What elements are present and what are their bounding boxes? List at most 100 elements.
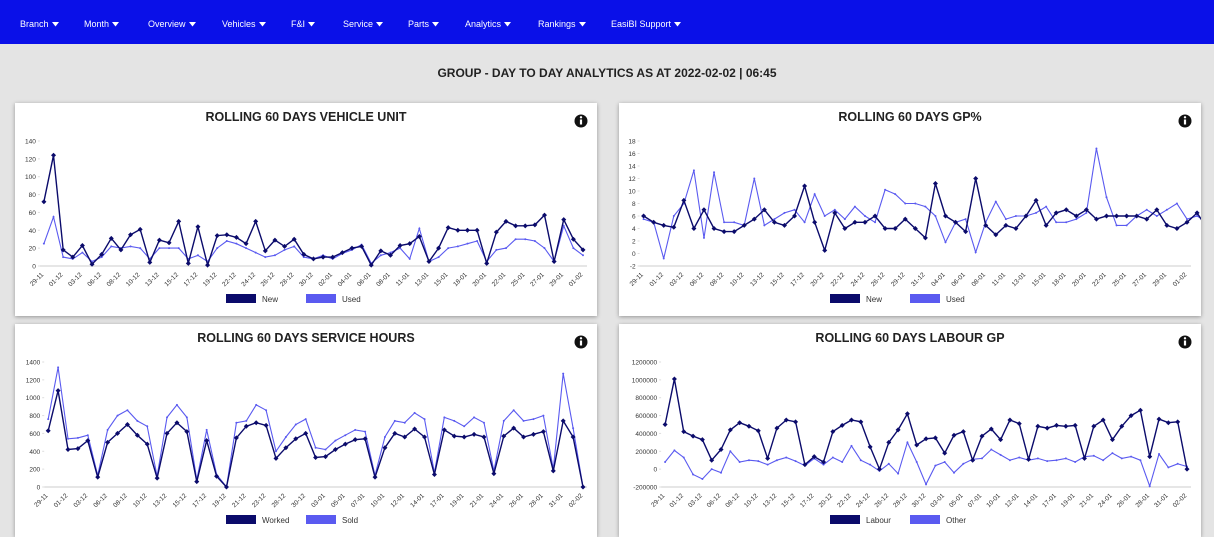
point <box>1184 219 1190 225</box>
point <box>304 418 307 421</box>
x-tick-label: 23-12 <box>251 492 268 509</box>
point <box>243 241 249 247</box>
point <box>731 229 737 235</box>
x-tick-label: 19-12 <box>211 492 228 509</box>
nav-item[interactable]: Branch <box>20 19 59 29</box>
point <box>255 403 258 406</box>
point <box>872 213 878 219</box>
point <box>692 169 695 172</box>
point <box>751 216 757 222</box>
point <box>126 409 129 412</box>
point <box>413 411 416 414</box>
x-tick-label: 15-12 <box>780 492 797 509</box>
point <box>821 459 827 465</box>
point <box>852 219 858 225</box>
point <box>282 243 288 249</box>
point <box>471 431 477 437</box>
point <box>1093 216 1099 222</box>
point <box>869 463 872 466</box>
legend: Labour Other <box>830 515 966 525</box>
y-tick-label: 120 <box>25 156 36 163</box>
legend-label: Other <box>946 516 966 525</box>
point <box>934 215 937 217</box>
point <box>294 423 297 426</box>
point <box>701 477 704 480</box>
point <box>699 437 705 443</box>
nav-item[interactable]: F&I <box>291 19 316 29</box>
point <box>858 419 864 425</box>
point <box>323 454 329 460</box>
nav-item[interactable]: Analytics <box>465 19 512 29</box>
point <box>100 256 103 259</box>
point <box>702 236 705 239</box>
point <box>741 222 747 228</box>
x-tick-label: 06-12 <box>689 271 706 288</box>
nav-label: EasiBI Support <box>611 19 672 29</box>
point <box>572 247 575 250</box>
point <box>118 247 124 253</box>
point <box>922 235 928 241</box>
chart-panel: ROLLING 60 DAYS LABOUR GP -200000 0 200000 4… <box>619 324 1201 537</box>
x-tick-label: 15-12 <box>172 492 189 509</box>
point <box>530 431 536 437</box>
point <box>147 259 153 265</box>
nav-item[interactable]: Vehicles <box>222 19 266 29</box>
info-icon[interactable] <box>574 114 588 128</box>
point <box>738 461 741 463</box>
x-tick-label: 29-12 <box>890 271 907 288</box>
y-tick-label: 0 <box>32 264 36 271</box>
point <box>1036 457 1039 460</box>
info-icon[interactable] <box>574 335 588 349</box>
point <box>387 252 393 258</box>
point <box>983 222 989 228</box>
x-tick-label: 31-01 <box>548 492 565 509</box>
point <box>792 213 798 219</box>
caret-icon <box>308 22 316 27</box>
point <box>691 226 697 231</box>
point <box>701 207 707 213</box>
point <box>464 227 470 233</box>
y-tick-label: 60 <box>29 210 37 217</box>
point <box>146 425 149 428</box>
nav-item[interactable]: Month <box>84 19 120 29</box>
caret-icon <box>51 22 59 27</box>
x-tick-label: 31-01 <box>1153 492 1170 509</box>
point <box>524 238 527 241</box>
y-tick-label: 200 <box>29 467 40 474</box>
nav-item[interactable]: Service <box>343 19 384 29</box>
x-tick-label: 01-12 <box>53 492 70 509</box>
point <box>914 442 920 448</box>
x-tick-label: 08-01 <box>375 271 392 288</box>
info-icon[interactable] <box>1178 114 1192 128</box>
info-icon[interactable] <box>1178 335 1192 349</box>
x-tick-label: 01-02 <box>568 271 585 288</box>
point <box>436 245 442 251</box>
y-tick-label: 200000 <box>635 449 657 456</box>
point <box>513 223 519 229</box>
x-tick-label: 21-01 <box>1079 492 1096 509</box>
point <box>89 261 95 267</box>
y-tick-label: 4 <box>632 226 636 233</box>
point <box>455 227 461 233</box>
x-tick-label: 03-12 <box>73 492 90 509</box>
point <box>774 425 780 431</box>
nav-item[interactable]: EasiBI Support <box>611 19 682 29</box>
point <box>1111 452 1114 455</box>
point <box>642 218 645 221</box>
x-tick-label: 10-01 <box>370 492 387 509</box>
point <box>925 483 928 486</box>
point <box>1156 416 1162 422</box>
nav-item[interactable]: Parts <box>408 19 440 29</box>
nav-item[interactable]: Rankings <box>538 19 586 29</box>
point <box>973 176 979 181</box>
point <box>313 455 319 461</box>
point <box>274 450 277 453</box>
x-tick-label: 22-01 <box>491 271 508 288</box>
point <box>1164 222 1170 228</box>
point <box>273 254 276 257</box>
point <box>990 448 993 451</box>
nav-item[interactable]: Overview <box>148 19 196 29</box>
x-tick-label: 04-01 <box>930 271 947 288</box>
point <box>418 227 421 230</box>
point <box>914 202 917 205</box>
